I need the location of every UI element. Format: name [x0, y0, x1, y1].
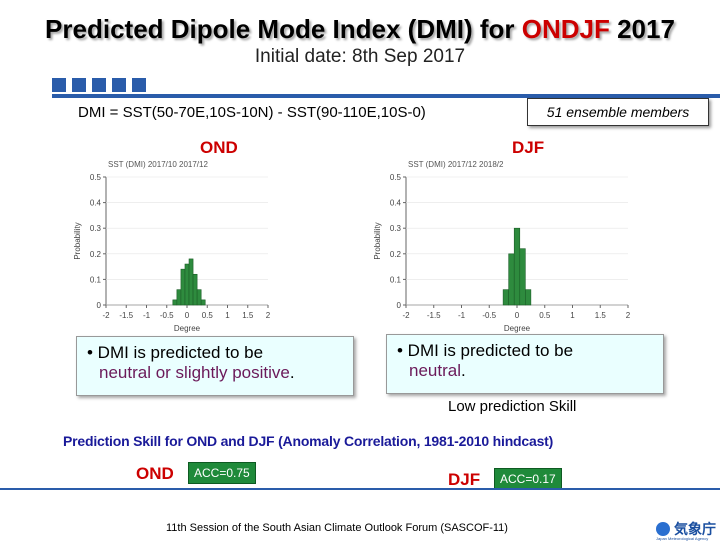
- x-tick-label: 0.5: [539, 311, 551, 320]
- square-decor: [72, 78, 86, 92]
- skill-heading: Prediction Skill for OND and DJF (Anomal…: [63, 433, 554, 449]
- y-tick-label: 0.5: [390, 173, 402, 182]
- title-suffix: 2017: [609, 14, 675, 44]
- callout-ond-emphasis: neutral or slightly positive: [99, 363, 290, 382]
- x-tick-label: -1: [458, 311, 466, 320]
- bar: [172, 299, 178, 306]
- x-tick-label: 0.5: [202, 311, 214, 320]
- callout-djf-line1: • DMI is predicted to be: [397, 341, 574, 360]
- jma-logo-sub: Japan Meteorological Agency: [656, 536, 709, 541]
- bar: [180, 268, 186, 306]
- x-tick-label: -1.5: [427, 311, 441, 320]
- bar: [508, 253, 515, 306]
- callout-djf-line2: neutral.: [387, 361, 663, 381]
- x-tick-label: 1: [225, 311, 230, 320]
- y-tick-label: 0: [397, 301, 402, 310]
- square-decor: [52, 78, 66, 92]
- low-skill-note: Low prediction Skill: [448, 398, 577, 415]
- y-tick-label: 0.5: [90, 173, 102, 182]
- bar: [200, 299, 206, 306]
- acc-value-ond: ACC=0.75: [188, 462, 256, 484]
- bar: [502, 289, 509, 306]
- x-tick-label: -0.5: [482, 311, 496, 320]
- acc-label-ond: OND: [136, 464, 174, 483]
- y-tick-label: 0.2: [390, 250, 402, 259]
- x-tick-label: 1: [570, 311, 575, 320]
- dmi-formula: DMI = SST(50-70E,10S-10N) - SST(90-110E,…: [78, 104, 426, 121]
- title-highlight: ONDJF: [521, 14, 610, 44]
- x-tick-label: -1: [143, 311, 151, 320]
- square-decor: [132, 78, 146, 92]
- x-tick-label: 1.5: [595, 311, 607, 320]
- chart-title: SST (DMI) 2017/12 2018/2: [408, 160, 504, 169]
- y-tick-label: 0.3: [90, 224, 102, 233]
- chart-djf: SST (DMI) 2017/12 2018/2 0 0.1 0.2 0.3 0.4 0.5…: [368, 155, 638, 335]
- callout-ond-period: .: [289, 363, 295, 382]
- bar: [519, 248, 526, 306]
- y-tick-label: 0.4: [390, 199, 402, 208]
- x-tick-label: -2: [102, 311, 110, 320]
- callout-djf-emphasis: neutral: [409, 361, 461, 380]
- y-tick-label: 0: [97, 301, 102, 310]
- x-tick-label: -0.5: [160, 311, 174, 320]
- chart-title: SST (DMI) 2017/10 2017/12: [108, 160, 208, 169]
- y-axis-label: Probability: [373, 222, 382, 259]
- x-tick-label: 0: [185, 311, 190, 320]
- callout-ond: • DMI is predicted to be neutral or slig…: [76, 336, 354, 396]
- chart-ond: SST (DMI) 2017/10 2017/12 0 0.1 0.2 0.3 0.4 0.…: [68, 155, 278, 335]
- x-tick-label: 2: [626, 311, 631, 320]
- bar: [525, 289, 532, 306]
- x-tick-label: -1.5: [119, 311, 133, 320]
- panel-label-ond: OND: [200, 138, 238, 157]
- square-decor: [112, 78, 126, 92]
- decorative-squares: [52, 78, 146, 92]
- y-tick-label: 0.3: [390, 224, 402, 233]
- y-tick-label: 0.2: [90, 250, 102, 259]
- bar: [513, 227, 521, 306]
- jma-logo-text: 気象庁: [674, 521, 716, 537]
- bar: [176, 289, 182, 306]
- slide-title: Predicted Dipole Mode Index (DMI) for ON…: [0, 14, 720, 45]
- bar: [196, 289, 202, 306]
- header-divider: [52, 94, 720, 98]
- x-tick-label: 2: [266, 311, 271, 320]
- footer-divider: [0, 488, 720, 490]
- acc-value-djf: ACC=0.17: [494, 468, 562, 490]
- x-tick-label: 0: [515, 311, 520, 320]
- panel-label-djf: DJF: [512, 138, 545, 157]
- y-axis-label: Probability: [73, 222, 82, 259]
- acc-label-djf: DJF: [448, 470, 481, 489]
- jma-logo-icon: [656, 522, 670, 536]
- x-tick-label: -2: [402, 311, 410, 320]
- square-decor: [92, 78, 106, 92]
- y-tick-label: 0.1: [90, 275, 102, 284]
- bar: [188, 258, 194, 306]
- ensemble-note: 51 ensemble members: [527, 98, 709, 126]
- y-tick-label: 0.4: [90, 199, 102, 208]
- x-axis-label: Degree: [174, 324, 201, 333]
- bar: [184, 263, 190, 306]
- bar: [192, 273, 198, 306]
- x-tick-label: 1.5: [242, 311, 254, 320]
- callout-djf: • DMI is predicted to be neutral.: [386, 334, 664, 394]
- title-prefix: Predicted Dipole Mode Index (DMI) for: [45, 14, 522, 44]
- x-axis-label: Degree: [504, 324, 531, 333]
- initial-date: Initial date: 8th Sep 2017: [254, 46, 466, 67]
- callout-ond-line1: • DMI is predicted to be: [87, 343, 264, 362]
- callout-ond-line2: neutral or slightly positive.: [77, 363, 353, 383]
- y-tick-label: 0.1: [390, 275, 402, 284]
- footer-text: 11th Session of the South Asian Climate …: [166, 522, 508, 534]
- callout-djf-period: .: [460, 361, 466, 380]
